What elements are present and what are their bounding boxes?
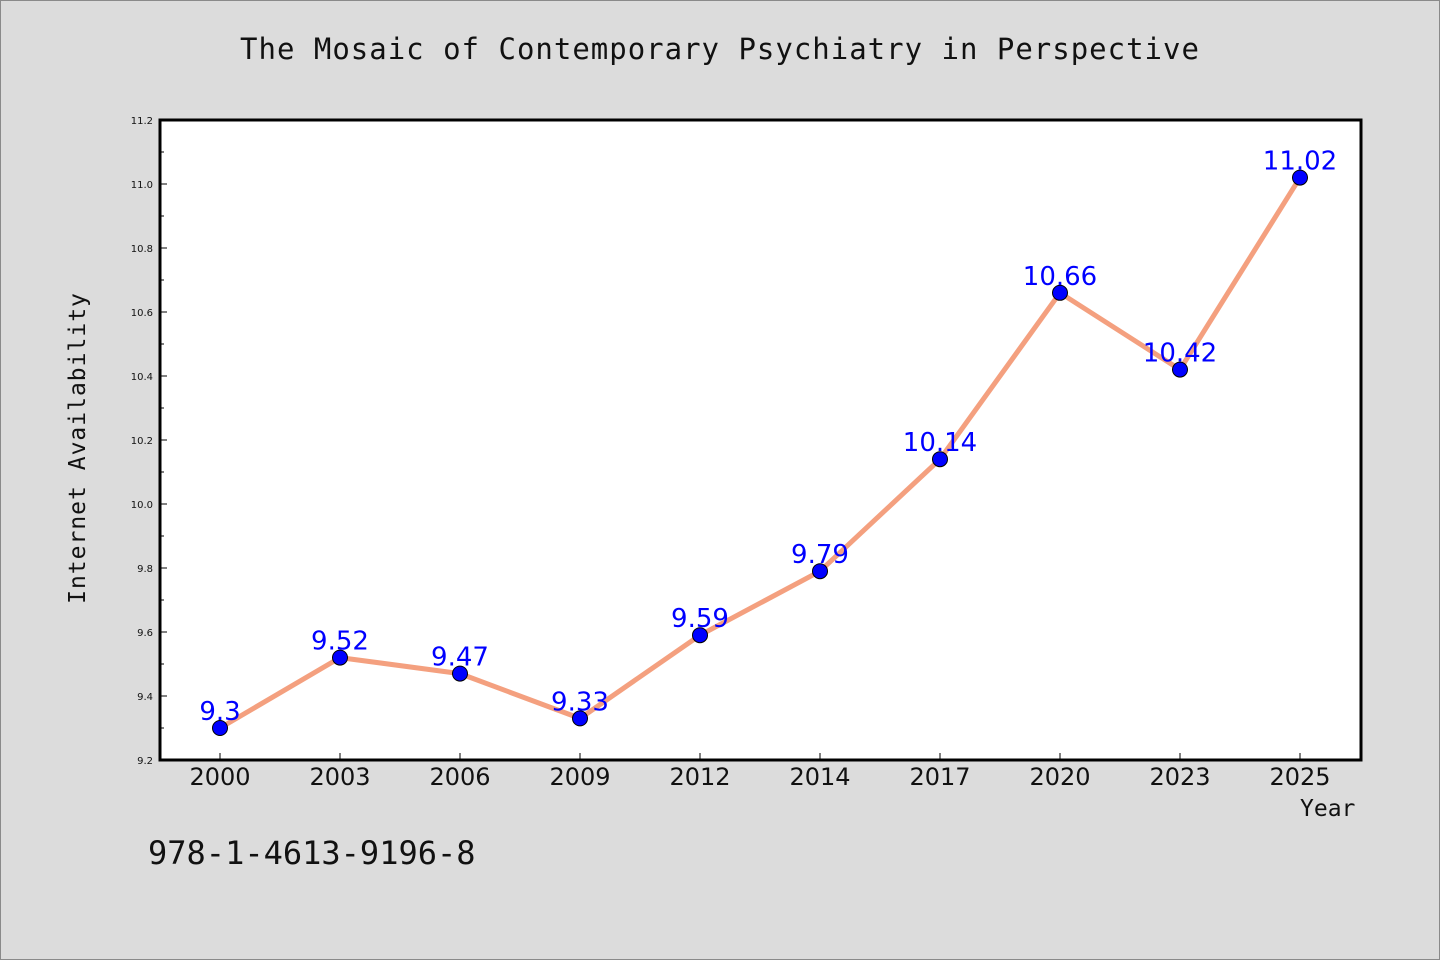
y-tick-label: 11.2 (131, 116, 153, 127)
y-tick-label: 10.0 (131, 500, 153, 511)
x-axis-label: Year (1300, 796, 1356, 822)
data-label: 10.66 (1023, 262, 1097, 292)
y-tick-label: 9.8 (137, 564, 153, 575)
x-tick-label: 2012 (669, 763, 730, 791)
data-point (212, 720, 228, 736)
y-tick-label: 10.8 (131, 244, 153, 255)
data-label: 9.79 (791, 540, 849, 570)
data-label: 9.59 (671, 604, 729, 634)
data-point (1172, 361, 1188, 378)
data-label: 9.52 (311, 627, 369, 657)
x-tick-label: 2023 (1149, 763, 1210, 791)
plot-area (158, 118, 1363, 762)
data-point (452, 665, 468, 682)
y-tick-label: 10.6 (131, 308, 153, 319)
data-point (332, 649, 348, 666)
chart-title: The Mosaic of Contemporary Psychiatry in… (240, 32, 1200, 66)
data-point (1052, 284, 1068, 301)
x-tick-label: 2014 (789, 763, 850, 791)
y-tick-label: 9.2 (137, 756, 153, 767)
data-label: 9.3 (199, 697, 240, 727)
x-tick-label: 2009 (549, 763, 610, 791)
x-tick-label: 2006 (429, 763, 490, 791)
x-tick-label: 2000 (189, 763, 250, 791)
data-label: 9.47 (431, 643, 489, 673)
data-label: 10.14 (903, 428, 977, 458)
x-tick-label: 2020 (1029, 763, 1090, 791)
y-tick-label: 10.2 (131, 436, 153, 447)
data-label: 11.02 (1263, 147, 1337, 177)
data-label: 9.33 (551, 687, 609, 717)
y-tick-label: 9.6 (137, 628, 153, 639)
y-axis-label: Internet Availability (65, 292, 91, 604)
isbn-text: 978-1-4613-9196-8 (148, 834, 476, 872)
data-point (692, 627, 708, 644)
series-line (217, 175, 1303, 731)
x-tick-label: 2025 (1269, 763, 1330, 791)
x-tick-label: 2017 (909, 763, 970, 791)
data-point (1292, 169, 1308, 186)
y-tick-label: 11.0 (131, 180, 153, 191)
data-point (572, 710, 588, 727)
data-point (812, 563, 828, 580)
y-tick-label: 10.4 (131, 372, 153, 383)
y-tick-label: 9.4 (137, 692, 153, 703)
data-label: 10.42 (1143, 339, 1217, 369)
x-tick-label: 2003 (309, 763, 370, 791)
data-point (932, 451, 948, 468)
